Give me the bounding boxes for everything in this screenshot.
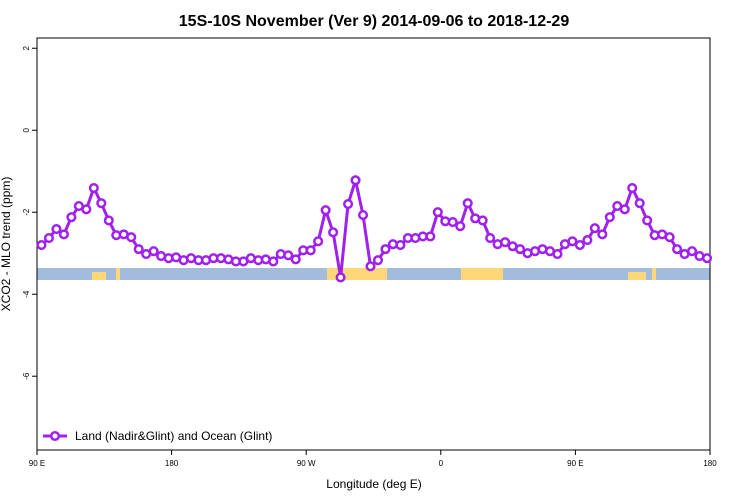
y-tick-label: -6 [22, 372, 31, 380]
data-point [619, 204, 630, 215]
data-point [604, 212, 615, 223]
data-point [477, 215, 488, 226]
data-point [425, 231, 436, 242]
data-point [81, 204, 92, 215]
data-point [268, 256, 279, 267]
data-point [642, 215, 653, 226]
y-tick-label: 0 [22, 127, 31, 132]
data-point [320, 205, 331, 216]
data-point [305, 245, 316, 256]
data-point [290, 254, 301, 265]
data-point [455, 221, 466, 232]
data-point [58, 229, 69, 240]
data-point [66, 212, 77, 223]
data-point [313, 236, 324, 247]
y-tick-label: -2 [22, 208, 31, 216]
data-point [148, 246, 159, 257]
data-point [283, 250, 294, 261]
data-point [634, 198, 645, 209]
data-point [395, 239, 406, 251]
data-point [500, 237, 511, 248]
data-point [582, 235, 593, 246]
data-point [589, 223, 600, 234]
x-tick-label: 180 [703, 459, 717, 468]
data-point [447, 217, 458, 228]
data-point [515, 244, 526, 255]
data-point [432, 207, 443, 218]
x-tick-label: 90 E [567, 459, 583, 468]
data-point [462, 198, 473, 209]
y-tick-label: -4 [22, 290, 31, 298]
data-point [126, 232, 137, 243]
data-point [328, 227, 339, 238]
data-point [372, 255, 384, 266]
data-point [687, 246, 698, 257]
data-point [552, 248, 563, 260]
data-point [672, 244, 683, 255]
data-point [103, 215, 114, 226]
land-strip [628, 272, 646, 280]
data-point [365, 261, 376, 272]
land-strip [461, 268, 503, 280]
data-point [574, 239, 585, 251]
data-point [485, 233, 496, 244]
x-axis-label: Longitude (deg E) [326, 477, 421, 491]
data-point [133, 244, 144, 255]
data-point [96, 198, 107, 209]
plot-frame [36, 37, 711, 451]
data-point [357, 210, 369, 221]
data-point [627, 182, 638, 194]
x-tick-label: 90 E [29, 459, 45, 468]
data-point [335, 272, 346, 283]
data-point [597, 229, 608, 240]
legend-marker [49, 430, 61, 442]
data-point [567, 236, 578, 247]
chart-title: 15S-10S November (Ver 9) 2014-09-06 to 2… [179, 13, 570, 30]
y-axis-label: XCO2 - MLO trend (ppm) [0, 177, 13, 312]
data-point [701, 253, 713, 264]
land-strip [116, 268, 120, 280]
data-point [43, 233, 55, 244]
data-point [343, 198, 354, 210]
data-point [51, 223, 62, 235]
land-strip [92, 272, 106, 280]
y-tick-label: 2 [22, 45, 31, 50]
x-tick-label: 90 W [297, 459, 316, 468]
data-point [664, 232, 675, 243]
legend-label: Land (Nadir&Glint) and Ocean (Glint) [75, 429, 272, 443]
x-tick-label: 180 [165, 459, 179, 468]
data-point [380, 244, 391, 255]
x-tick-label: 0 [439, 459, 444, 468]
data-point [88, 182, 99, 194]
land-strip [652, 268, 656, 280]
data-point [350, 175, 361, 186]
data-point [36, 239, 47, 251]
